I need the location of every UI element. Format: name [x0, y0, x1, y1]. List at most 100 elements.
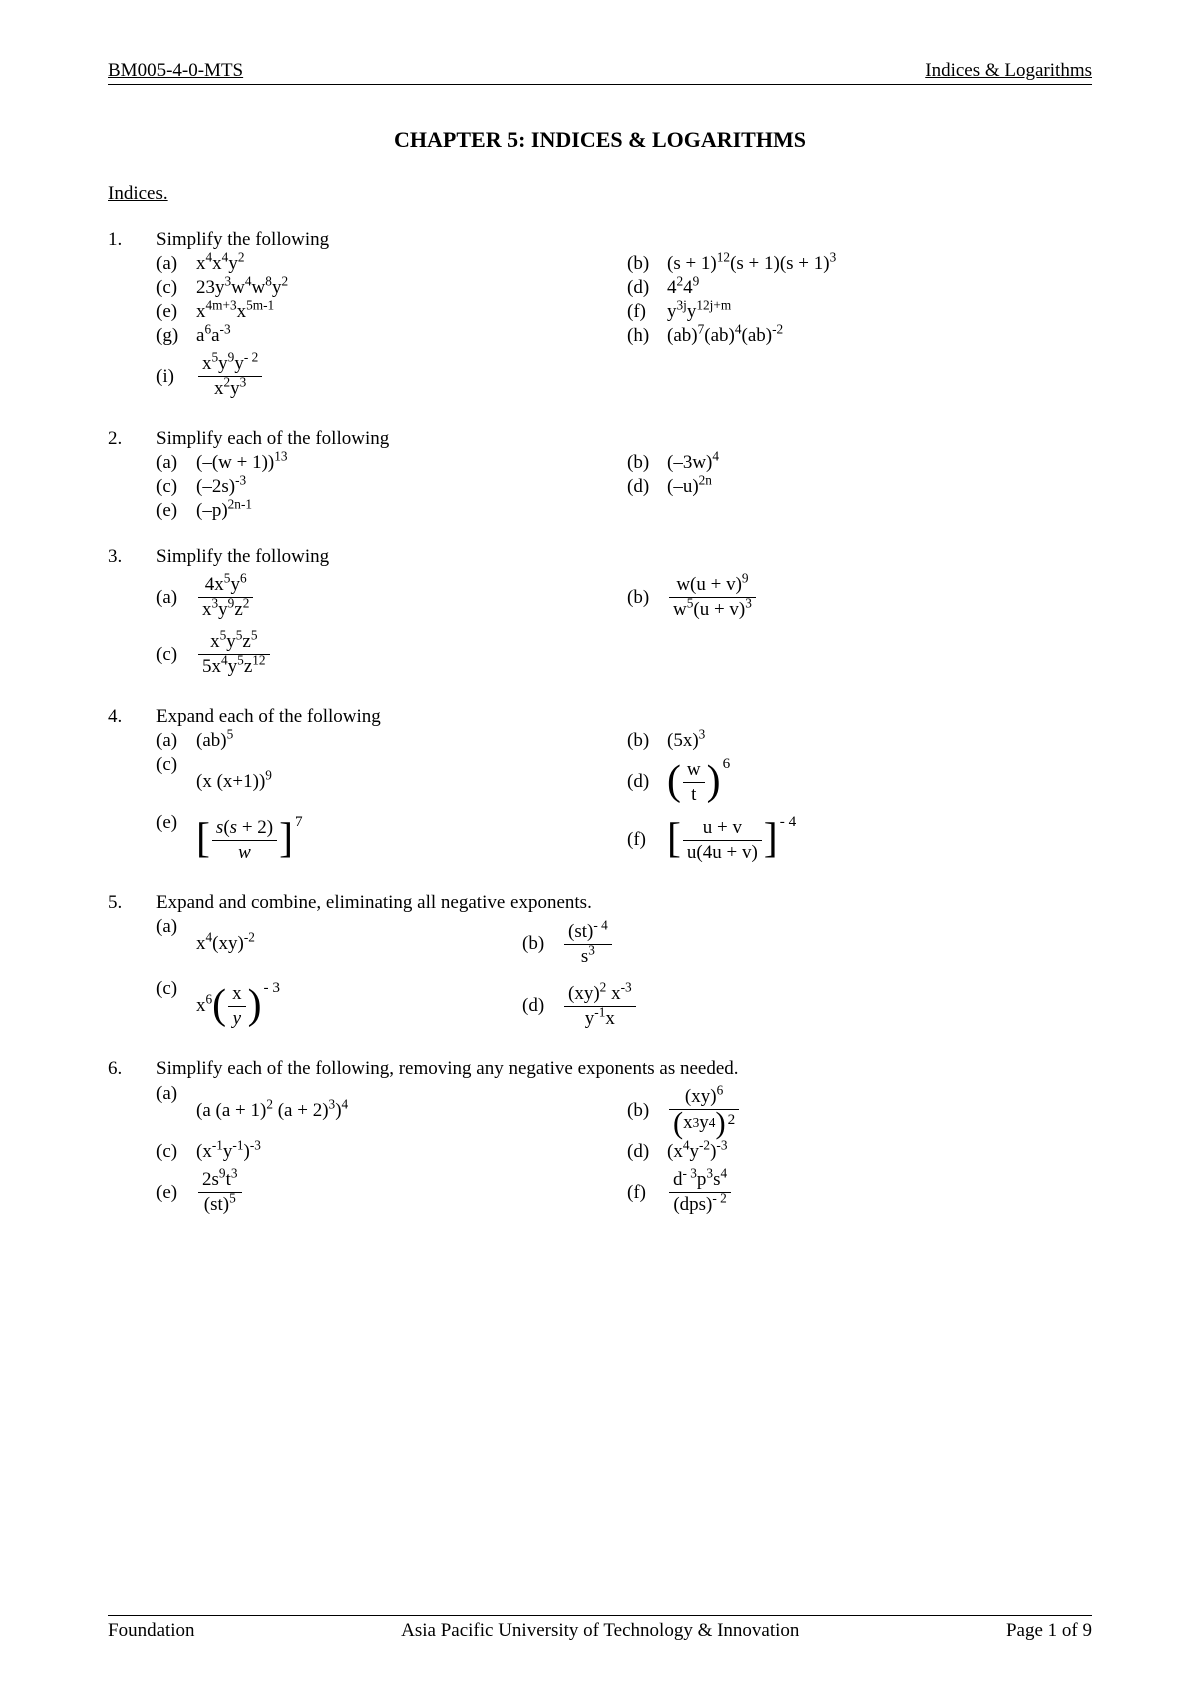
part-expr: x6(xy)- 3: [196, 979, 516, 1034]
part-label: (f): [627, 301, 661, 323]
part-label: (c): [156, 476, 190, 498]
part-expr: [s(s + 2)w]7: [196, 813, 621, 868]
part-label: (e): [156, 301, 190, 323]
part-expr: (–3w)4: [667, 452, 1092, 474]
part-expr: x5y5z55x4y5z12: [196, 627, 621, 682]
part-expr: (xy)6 (x3y4)2: [667, 1082, 1092, 1139]
part-expr: (5x)3: [667, 730, 1092, 752]
question-1: 1. Simplify the following (a) x4x4y2 (b)…: [108, 229, 1092, 404]
part-expr: (s + 1)12(s + 1)(s + 1)3: [667, 253, 1092, 275]
chapter-title: CHAPTER 5: INDICES & LOGARITHMS: [108, 127, 1092, 153]
part-expr: (–p)2n-1: [196, 500, 621, 522]
part-label: (i): [156, 366, 190, 388]
parts-grid: (a) 4x5y6x3y9z2 (b) w(u + v)9w5(u + v)3 …: [156, 570, 1092, 682]
part-expr: (x (x+1))9: [196, 771, 621, 793]
part-label: (d): [627, 277, 661, 299]
section-heading: Indices.: [108, 183, 1092, 205]
part-label: (a): [156, 730, 190, 752]
part-label: (b): [627, 253, 661, 275]
part-expr: (–2s)-3: [196, 476, 621, 498]
part-label: (e): [156, 1182, 190, 1204]
parts-grid: (a) (ab)5 (b) (5x)3 (c) (x (x+1))9 (d) (…: [156, 730, 1092, 868]
question-2: 2. Simplify each of the following (a) (–…: [108, 428, 1092, 522]
part-expr: d- 3p3s4(dps)- 2: [667, 1165, 1092, 1220]
part-expr: (wt)6: [667, 755, 1092, 810]
part-label: (a): [156, 452, 190, 474]
question-number: 2.: [108, 428, 156, 522]
part-expr: (ab)5: [196, 730, 621, 752]
part-expr: [u + vu(4u + v)]- 4: [667, 813, 1092, 868]
part-expr: (–(w + 1))13: [196, 452, 621, 474]
part-label: (c): [156, 754, 190, 810]
part-label: (f): [627, 829, 661, 851]
footer-center: Asia Pacific University of Technology & …: [401, 1620, 799, 1642]
question-stem: Simplify each of the following: [156, 428, 1092, 450]
part-expr: x5y9y- 2x2y3: [196, 349, 621, 404]
part-label: (b): [627, 587, 661, 609]
footer-right: Page 1 of 9: [1006, 1620, 1092, 1642]
part-label: (h): [627, 325, 661, 347]
part-label: (e): [156, 812, 190, 868]
part-expr: 4249: [667, 277, 1092, 299]
page-footer: Foundation Asia Pacific University of Te…: [108, 1615, 1092, 1642]
part-label: (b): [627, 730, 661, 752]
question-stem: Simplify the following: [156, 546, 1092, 568]
question-stem: Simplify each of the following, removing…: [156, 1058, 1092, 1080]
question-number: 1.: [108, 229, 156, 404]
part-label: (a): [156, 253, 190, 275]
part-expr: y3jy12j+m: [667, 301, 1092, 323]
part-expr: x4(xy)-2: [196, 933, 516, 955]
question-4: 4. Expand each of the following (a) (ab)…: [108, 706, 1092, 868]
parts-grid: (a) (–(w + 1))13 (b) (–3w)4 (c) (–2s)-3 …: [156, 452, 1092, 522]
parts-grid: (a) x4x4y2 (b) (s + 1)12(s + 1)(s + 1)3 …: [156, 253, 1092, 404]
part-expr: (st)- 4s3: [562, 917, 1092, 972]
part-label: (b): [522, 933, 556, 955]
question-3: 3. Simplify the following (a) 4x5y6x3y9z…: [108, 546, 1092, 682]
part-expr: (ab)7(ab)4(ab)-2: [667, 325, 1092, 347]
part-expr: (xy)2 x-3y-1x: [562, 979, 1092, 1034]
question-number: 3.: [108, 546, 156, 682]
part-label: (c): [156, 277, 190, 299]
part-label: (d): [627, 1141, 661, 1163]
part-label: (c): [156, 978, 190, 1034]
question-6: 6. Simplify each of the following, remov…: [108, 1058, 1092, 1220]
part-label: (b): [627, 452, 661, 474]
part-label: (a): [156, 587, 190, 609]
part-label: (g): [156, 325, 190, 347]
part-expr: w(u + v)9w5(u + v)3: [667, 570, 1092, 625]
page: BM005-4-0-MTS Indices & Logarithms CHAPT…: [0, 0, 1200, 1698]
part-expr: (x4y-2)-3: [667, 1141, 1092, 1163]
course-code: BM005-4-0-MTS: [108, 60, 243, 82]
part-label: (a): [156, 1083, 190, 1139]
question-stem: Expand and combine, eliminating all nega…: [156, 892, 1092, 914]
part-expr: x4m+3x5m-1: [196, 301, 621, 323]
part-expr: 23y3w4w8y2: [196, 277, 621, 299]
question-5: 5. Expand and combine, eliminating all n…: [108, 892, 1092, 1034]
part-expr: 4x5y6x3y9z2: [196, 570, 621, 625]
part-label: (c): [156, 1141, 190, 1163]
part-label: (c): [156, 644, 190, 666]
parts-grid: (a) x4(xy)-2 (b) (st)- 4s3 (c) x6(xy)- 3…: [156, 916, 1092, 1034]
part-expr: 2s9t3(st)5: [196, 1165, 621, 1220]
part-label: (f): [627, 1182, 661, 1204]
page-header: BM005-4-0-MTS Indices & Logarithms: [108, 60, 1092, 85]
part-label: (d): [627, 771, 661, 793]
part-label: (e): [156, 500, 190, 522]
part-expr: x4x4y2: [196, 253, 621, 275]
question-stem: Expand each of the following: [156, 706, 1092, 728]
part-label: (d): [522, 995, 556, 1017]
part-label: (a): [156, 916, 190, 972]
parts-grid: (a) (a (a + 1)2 (a + 2)3)4 (b) (xy)6 (x3…: [156, 1082, 1092, 1220]
part-label: (b): [627, 1100, 661, 1122]
question-number: 5.: [108, 892, 156, 1034]
part-expr: a6a-3: [196, 325, 621, 347]
part-expr: (–u)2n: [667, 476, 1092, 498]
question-number: 6.: [108, 1058, 156, 1220]
topic-title: Indices & Logarithms: [925, 60, 1092, 82]
footer-left: Foundation: [108, 1620, 195, 1642]
question-number: 4.: [108, 706, 156, 868]
part-expr: (a (a + 1)2 (a + 2)3)4: [196, 1100, 621, 1122]
question-stem: Simplify the following: [156, 229, 1092, 251]
part-expr: (x-1y-1)-3: [196, 1141, 621, 1163]
part-label: (d): [627, 476, 661, 498]
